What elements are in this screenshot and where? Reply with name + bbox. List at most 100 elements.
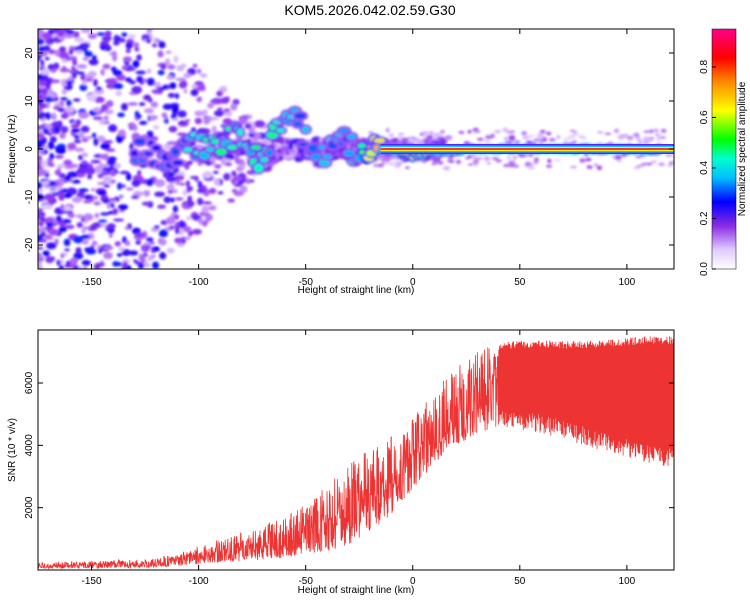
spectrogram-cell — [140, 256, 146, 264]
spectrogram-cell — [514, 140, 521, 143]
spectrogram-cell — [187, 67, 197, 76]
spectrogram-cell — [278, 155, 284, 162]
spectrogram-cell — [157, 69, 165, 76]
spectrogram-cell — [83, 194, 93, 200]
spectrogram-cell — [88, 58, 99, 66]
spectrogram-cell — [55, 215, 62, 222]
spectrogram-cell — [65, 29, 75, 35]
spectrogram-cell — [298, 142, 308, 147]
spectrogram-cell — [54, 155, 65, 159]
spectrogram-cell — [62, 205, 72, 212]
spectrogram-cell — [186, 200, 195, 207]
spectrogram-cell — [108, 124, 118, 133]
spectrogram-cell — [95, 262, 106, 267]
spectrogram-cell — [45, 112, 51, 120]
spectrogram-cell — [57, 178, 65, 185]
spectrogram-cell — [160, 86, 168, 90]
spectrogram-cell — [354, 154, 364, 163]
spectrogram-cell — [211, 99, 222, 105]
spectrogram-cell — [211, 125, 217, 134]
spectrogram-cell — [78, 111, 90, 119]
spectrogram-cell — [162, 103, 173, 110]
spectrogram-cell — [170, 197, 175, 203]
spectrogram-cell — [38, 234, 43, 239]
spectrogram-cell — [76, 168, 86, 174]
spectrogram-cell — [190, 89, 199, 97]
spectrogram-cell — [154, 191, 166, 197]
spectrogram-cell — [224, 153, 235, 161]
spectrogram-cell — [667, 164, 673, 167]
spectrogram-cell — [285, 150, 290, 156]
spectrogram-cell — [165, 50, 172, 55]
spectrogram-cell — [633, 132, 640, 137]
spectrogram-cell — [113, 34, 120, 42]
spectrogram-cell — [75, 49, 84, 55]
spectrogram-cell — [307, 143, 320, 153]
spectrogram-cell — [172, 160, 184, 166]
spectrogram-cell — [284, 138, 290, 145]
spectrogram-cell — [137, 261, 145, 269]
spectrogram-cell — [527, 166, 535, 170]
spectrogram-cell — [476, 137, 484, 141]
spectrogram-cell — [190, 176, 199, 180]
spectrogram-cell — [347, 133, 357, 140]
spectrogram-cell — [60, 78, 68, 87]
spectrogram-cell — [194, 110, 205, 117]
spectrogram-cell — [76, 213, 83, 219]
spectrogram-cell — [81, 239, 89, 245]
spectrogram-cell — [106, 223, 116, 230]
spectrogram-cell — [146, 29, 153, 34]
spectrogram-cell — [213, 109, 225, 117]
spectrogram-cell — [57, 107, 65, 113]
spectrogram-cell — [205, 161, 213, 166]
spectrogram-cell — [60, 96, 68, 101]
spectrogram-cell — [214, 178, 221, 187]
spectrogram-cell — [93, 201, 101, 206]
page-title: KOM5.2026.042.02.59.G30 — [284, 2, 455, 18]
y-tick-label: 0 — [24, 146, 35, 152]
spectrogram-cell — [121, 248, 131, 257]
spectrogram-cell — [428, 131, 434, 135]
x-tick-label: 0 — [410, 277, 416, 288]
spectrogram-cell — [244, 123, 252, 129]
spectrogram-cell — [404, 136, 411, 140]
spectrogram-cell — [483, 139, 491, 144]
y-tick-label: 6000 — [24, 371, 35, 394]
spectrogram-cell — [238, 117, 248, 125]
spectrogram-cell — [38, 246, 44, 250]
spectrogram-cell — [245, 178, 251, 184]
spectrogram-cell — [138, 102, 146, 107]
spectrogram-cell — [185, 216, 192, 221]
spectrogram-cell — [253, 163, 264, 173]
spectrogram-cell — [656, 137, 661, 142]
spectrogram-cell — [64, 248, 70, 252]
spectrogram-cell — [115, 90, 123, 96]
spectrogram-cell — [235, 165, 244, 172]
spectrogram-cell — [54, 238, 59, 246]
spectrogram-cell — [38, 131, 45, 140]
spectrogram-cell — [215, 148, 227, 156]
x-tick-label: -50 — [298, 576, 313, 587]
spectrogram-cell — [385, 127, 390, 133]
spectrogram-cell — [41, 180, 50, 185]
spectrogram-cell — [84, 135, 94, 140]
spectrogram-cell — [184, 161, 190, 170]
spectrogram-cell — [76, 221, 83, 228]
spectrogram-cell — [207, 102, 215, 109]
spectrogram-cell — [60, 112, 69, 119]
spectrogram-cell — [144, 108, 155, 114]
spectrogram-cell — [38, 182, 43, 190]
spectrogram-cell — [181, 63, 187, 68]
spectrogram-cell — [191, 228, 202, 235]
spectrogram-cell — [157, 181, 163, 186]
spectrogram-cell — [119, 170, 130, 175]
spectrogram-cell — [95, 86, 103, 91]
spectrogram-cell — [398, 133, 405, 136]
y-tick-label: -20 — [24, 237, 35, 252]
spectrogram-cell — [54, 126, 61, 134]
spectrogram-cell — [547, 158, 552, 164]
spectrogram-cell — [638, 139, 643, 144]
snr-series — [38, 336, 674, 570]
spectrogram-cell — [152, 125, 160, 130]
